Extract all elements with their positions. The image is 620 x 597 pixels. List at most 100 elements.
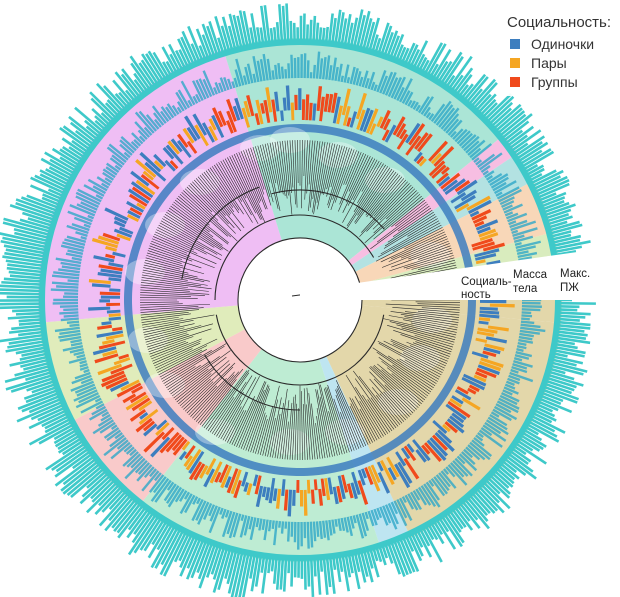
sociality-tick [178,450,187,461]
tree-branch [306,404,311,460]
tree-branch [152,238,188,254]
sociality-tick [327,93,334,113]
mass-bar [461,451,476,466]
brain-bar [520,430,547,448]
sociality-tick [319,96,325,122]
tree-branch [317,142,331,210]
sociality-tick [192,113,208,136]
brain-bar [127,513,158,556]
brain-bar [121,68,144,97]
mass-bar [507,212,528,223]
sociality-tick [167,140,180,155]
sociality-tick [455,203,470,213]
brain-bar [546,373,584,387]
tree-branch [164,214,222,251]
mass-bar [214,81,221,94]
brain-bar [551,355,584,365]
tree-branch [144,262,189,274]
sociality-tick [265,87,273,113]
mass-bar [227,78,233,90]
mass-bar [143,466,155,479]
brain-bar [476,93,497,115]
tree-branch [148,336,194,353]
brain-bar [334,9,342,45]
mass-bar [73,389,98,402]
brain-bar [557,317,580,322]
mass-bar [239,515,248,538]
tree-branch [392,209,433,237]
mass-bar [223,76,230,91]
tree-branch [205,369,250,430]
tree-branch [354,378,393,432]
tree-branch [247,148,265,195]
sociality-tick [472,215,488,224]
sociality-tick [165,434,183,453]
tree-branch [151,240,191,257]
brain-bar [534,405,556,418]
tree-branch [323,143,336,195]
brain-bar [460,83,474,100]
mass-bar [487,416,508,431]
brain-bar [28,409,68,430]
sociality-tick [435,172,449,185]
brain-bar [150,525,177,569]
sociality-tick [116,233,131,242]
mass-bar [334,518,338,527]
tree-branch [140,287,190,292]
sociality-tick [119,226,134,235]
tree-branch [345,374,384,437]
brain-bar [415,529,433,558]
mass-bar [106,429,122,442]
sociality-tick [181,440,191,451]
sociality-tick [275,488,282,509]
brain-bar [195,28,210,60]
brain-bar [102,85,127,111]
sociality-tick [88,306,111,311]
sociality-tick [246,94,255,117]
mass-bar [62,344,84,352]
brain-bar [214,16,228,54]
brain-bar [44,414,71,430]
sociality-tick [482,242,505,252]
tree-branch [308,140,316,212]
tree-branch [312,141,321,200]
tree-branch [142,269,205,283]
sociality-tick [483,346,501,355]
tree-branch [269,142,280,194]
brain-bar [94,485,123,515]
sociality-tick [100,268,123,275]
brain-bar [17,391,60,410]
mass-bar [373,508,380,521]
mass-bar [318,520,323,540]
mass-bar [480,426,493,437]
sociality-tick [224,476,232,489]
tree-branch [243,150,266,210]
tree-branch [222,159,259,225]
mass-bar [58,332,81,339]
mass-bar [478,152,503,171]
brain-bar [5,248,46,258]
mass-bar [456,455,466,465]
brain-bar [62,462,102,495]
mass-bar [404,494,415,510]
tree-branch [408,243,450,260]
brain-bar [279,557,285,590]
mass-bar [105,166,118,176]
tree-branch [218,399,242,438]
sociality-tick [113,216,127,225]
mass-bar [248,516,254,530]
mass-bar [469,441,491,461]
mass-bar [59,335,82,342]
tree-branch [140,306,199,311]
mass-bar [71,223,90,232]
tree-branch [190,183,229,225]
brain-bar [133,72,149,93]
tree-branch [381,240,449,268]
tree-branch [415,341,451,355]
mass-bar [102,171,115,181]
brain-bar [86,481,119,514]
brain-bar [62,457,98,486]
sociality-tick [313,479,318,491]
tree-branch [375,227,443,262]
